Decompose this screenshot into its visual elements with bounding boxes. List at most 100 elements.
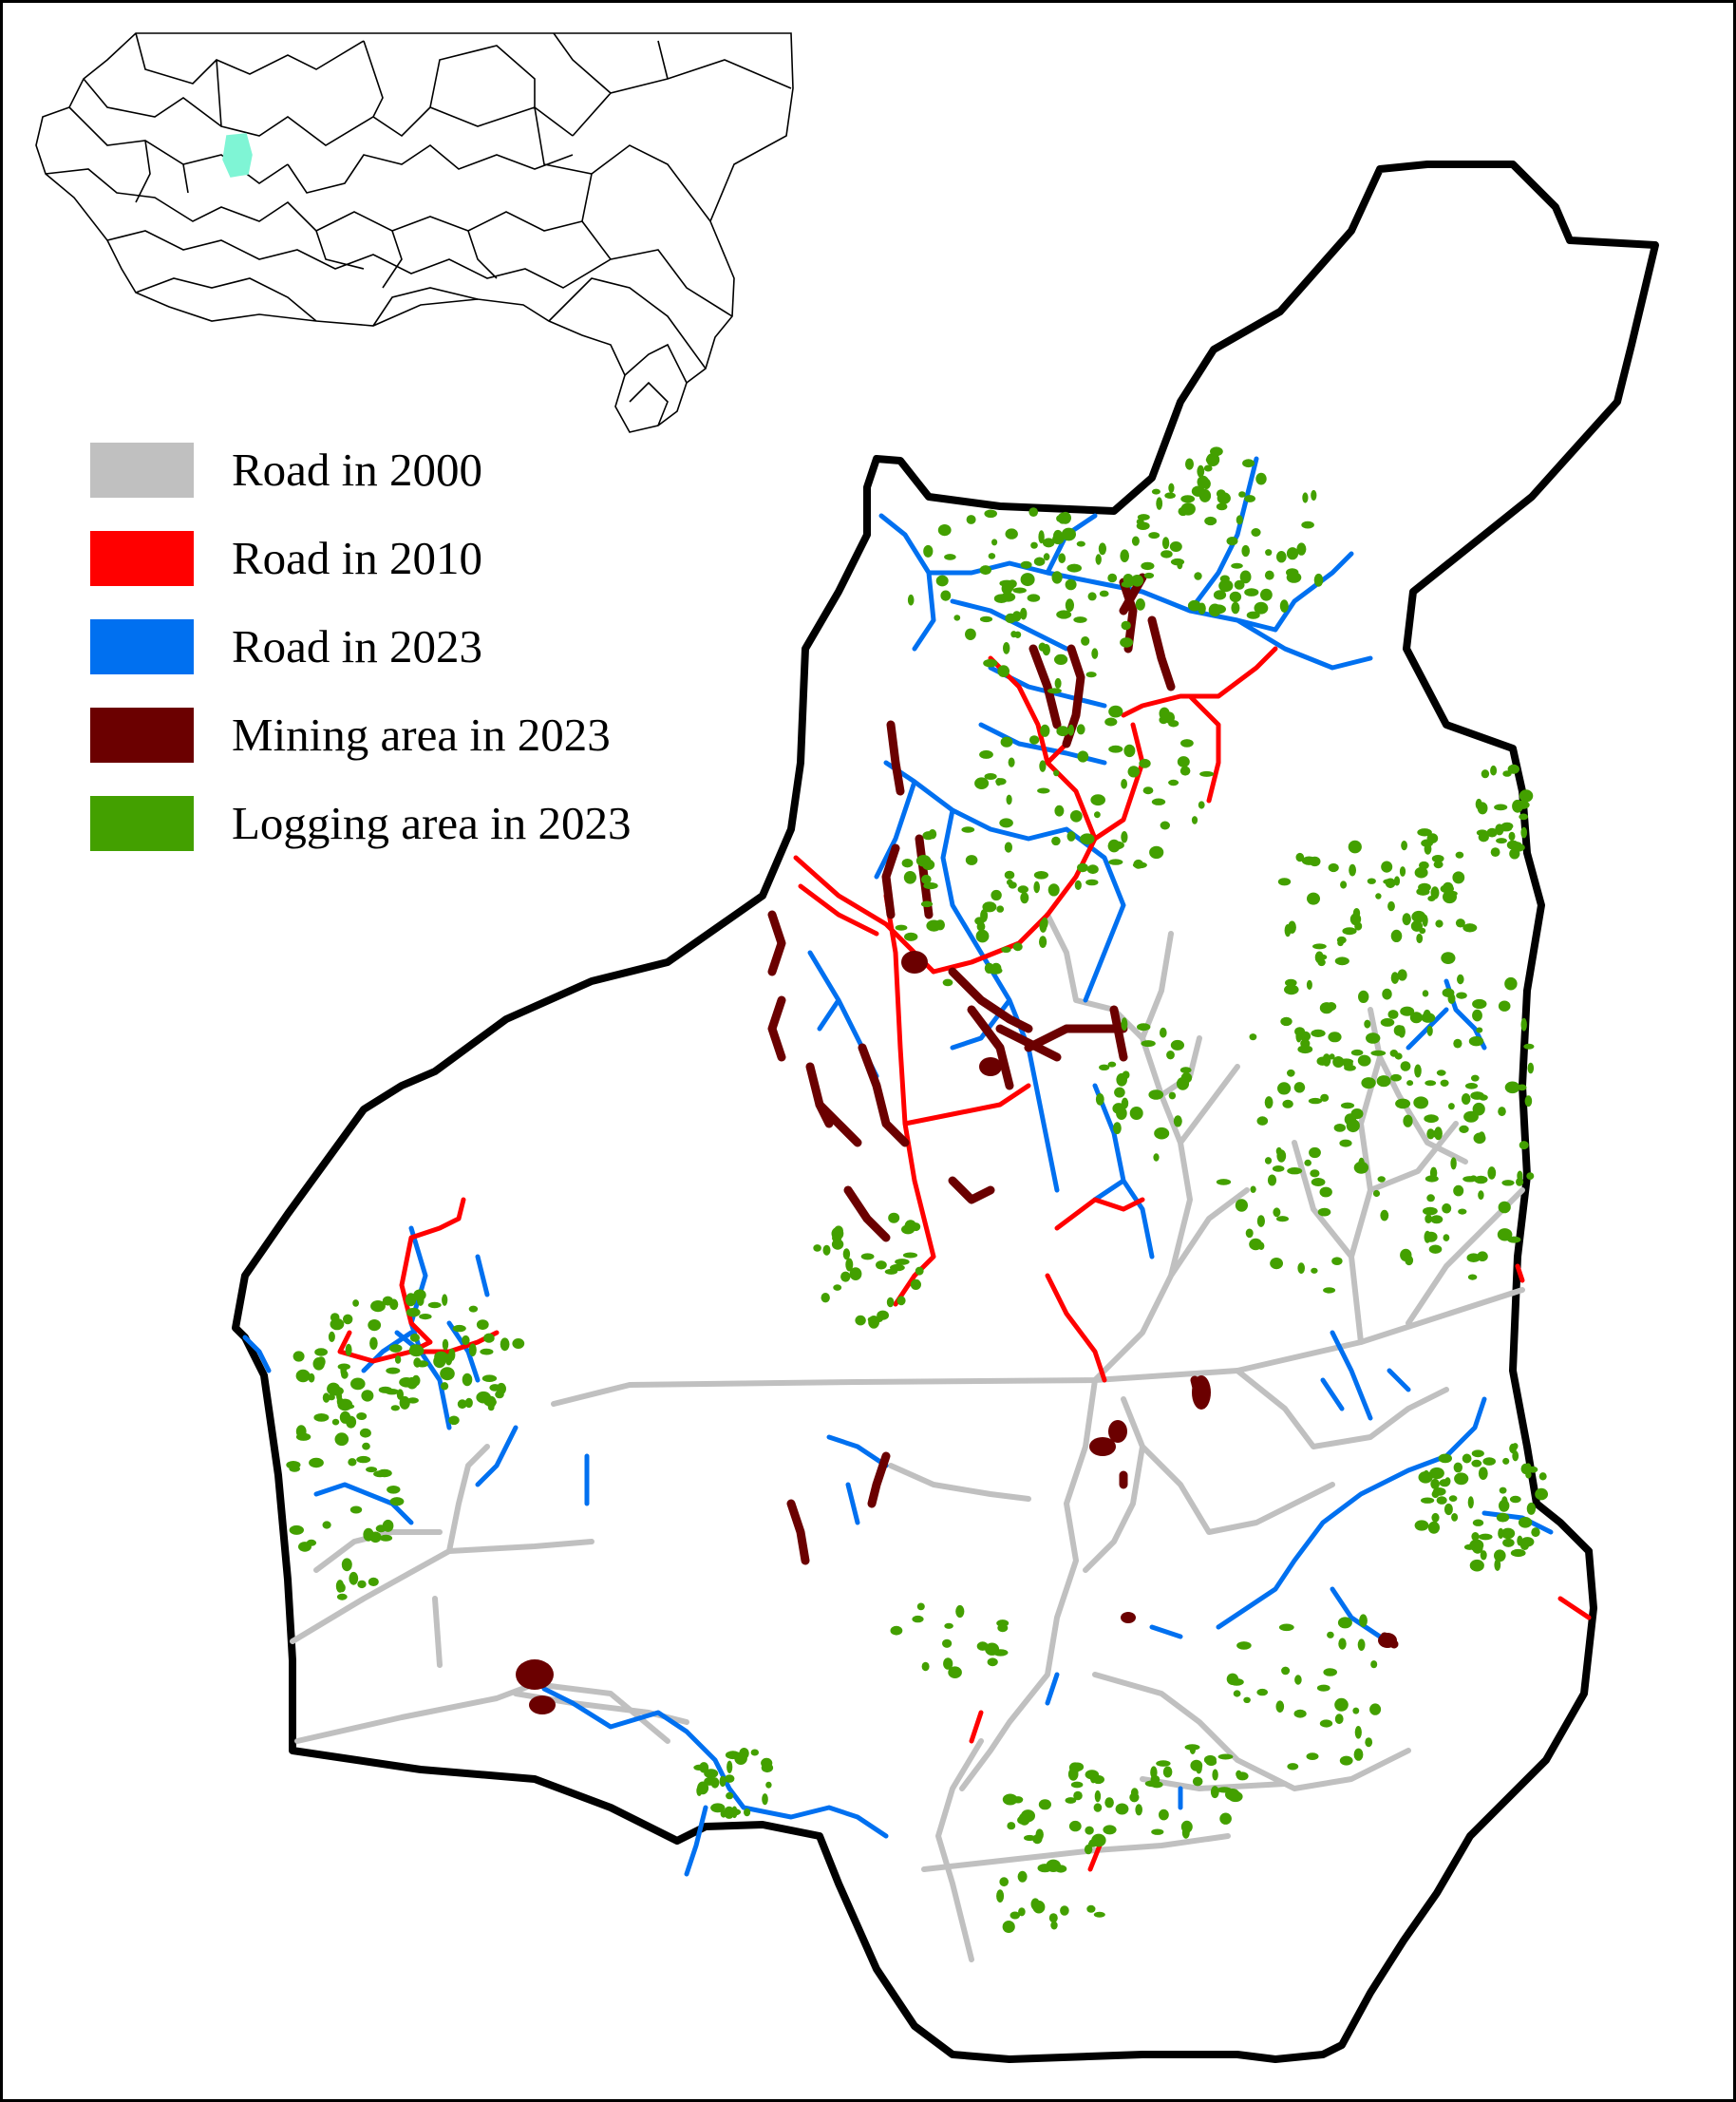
logging-patch [1389,1050,1399,1057]
logging-patch [1018,1812,1030,1826]
logging-patch [1003,642,1010,654]
logging-patch [1340,881,1348,889]
logging-patch [1129,1107,1143,1120]
logging-patch [433,1354,446,1369]
logging-patch [940,590,952,601]
logging-patch [1464,1083,1479,1089]
logging-patch [1406,1080,1414,1087]
inset-highlight-district [222,133,253,178]
logging-patch [1173,1115,1182,1127]
logging-patch [1287,1167,1303,1175]
logging-patch [822,1244,831,1256]
logging-patch [935,919,945,931]
logging-patch [1372,1189,1381,1198]
logging-patch [1490,765,1498,776]
logging-patch [1390,1073,1402,1082]
logging-patch [1198,801,1205,809]
logging-patch [1081,636,1090,646]
logging-patch [1020,607,1028,620]
logging-patch [1375,893,1382,900]
logging-patch [1010,1911,1021,1920]
logging-patch [1160,1027,1167,1038]
logging-patch [1004,842,1012,853]
logging-patch [876,1260,887,1270]
logging-patch [346,1415,357,1429]
logging-patch [1312,943,1327,950]
logging-patch [1476,1027,1483,1033]
logging-patch [1028,507,1038,517]
logging-patch [910,1278,922,1290]
logging-patch [1195,1761,1202,1774]
logging-patch [1478,1533,1493,1541]
logging-patch [416,1360,429,1368]
logging-patch [1184,1744,1200,1751]
logging-patch [1311,489,1317,502]
logging-patch [289,1524,304,1535]
logging-patch [1177,756,1190,767]
logging-patch [1467,1274,1478,1280]
logging-patch [334,1432,349,1447]
logging-patch [890,1625,903,1636]
road-2023-southeast-spur [1330,1586,1383,1639]
logging-patch [1070,1781,1084,1789]
logging-patch [1084,1844,1093,1855]
logging-patch [1164,492,1176,499]
logging-patch [1517,1084,1527,1091]
logging-patch [1260,588,1273,601]
logging-patch [1000,736,1013,748]
logging-patch [1430,886,1440,900]
logging-patch [1208,603,1221,617]
logging-patch [1340,1102,1355,1109]
logging-patch [922,859,935,871]
logging-patch [1387,900,1395,912]
logging-patch [842,1248,851,1260]
logging-patch [1519,813,1529,821]
logging-patch [1142,786,1154,795]
logging-patch [1244,495,1255,502]
logging-patch [1500,822,1514,830]
logging-patch [1030,541,1038,549]
logging-patch [1051,571,1063,584]
logging-patch [1509,1443,1517,1454]
logging-patch [1059,511,1072,524]
logging-patch [1414,1520,1429,1531]
logging-patch [1424,1230,1431,1243]
logging-patch [1150,1766,1158,1779]
logging-patch [907,594,915,606]
logging-patch [1455,851,1464,859]
logging-patch [1309,1146,1321,1159]
logging-patch [1121,580,1134,588]
logging-patch [1093,1911,1105,1918]
logging-patch [1107,839,1121,853]
roads-2010 [337,646,1592,1872]
logging-patch [386,1367,401,1374]
logging-patch [1366,1032,1381,1044]
logging-patch [1526,1502,1537,1515]
logging-patch [1287,1069,1295,1077]
logging-patch [1463,1543,1476,1550]
logging-patch [1168,483,1175,493]
logging-patch [744,1808,751,1817]
road-2023-southeast-long [1216,1396,1487,1630]
logging-patch [1245,1228,1254,1239]
logging-patch [997,1623,1009,1633]
logging-patch [1524,1095,1533,1108]
logging-patch [1203,464,1213,472]
logging-patch [1256,1116,1269,1126]
logging-patch [1453,1038,1462,1049]
mining-patch-southeast [1378,1633,1397,1648]
logging-patch [1054,653,1068,666]
logging-patch [1441,952,1456,964]
logging-patch [1197,464,1205,478]
logging-patch [1058,553,1066,563]
logging-patch [1426,1128,1435,1140]
logging-patch [1334,1697,1349,1712]
logging-patch [1462,923,1478,933]
logging-patch [1471,1449,1484,1458]
logging-patch [1417,828,1432,837]
logging-patch [1004,870,1015,880]
logging-patch [313,1413,330,1422]
logging-patch [349,1505,363,1514]
logging-patch [1306,979,1312,990]
logging-patch [1047,688,1062,694]
